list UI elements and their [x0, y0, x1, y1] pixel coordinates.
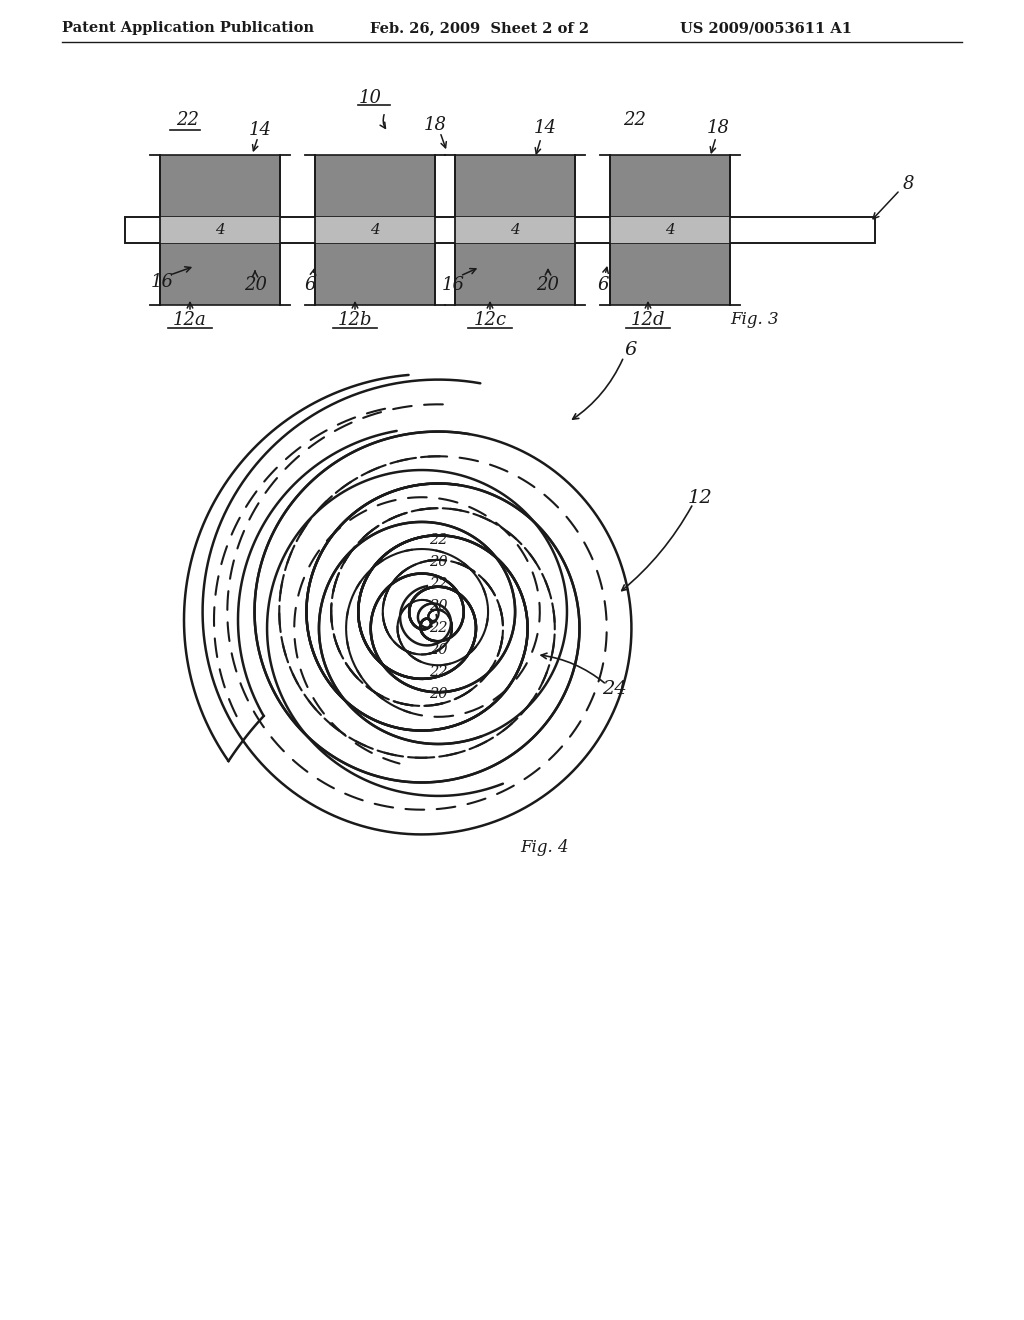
Text: 20: 20: [429, 599, 447, 612]
Text: 4: 4: [215, 223, 225, 238]
Text: 20: 20: [429, 554, 447, 569]
Text: 22: 22: [429, 620, 447, 635]
Text: Patent Application Publication: Patent Application Publication: [62, 21, 314, 36]
Text: Feb. 26, 2009  Sheet 2 of 2: Feb. 26, 2009 Sheet 2 of 2: [370, 21, 589, 36]
Bar: [160, 154, 280, 216]
Text: 22: 22: [429, 533, 447, 546]
Text: 4: 4: [370, 223, 380, 238]
Text: 18: 18: [707, 119, 729, 137]
Text: 14: 14: [534, 119, 556, 137]
Text: 22: 22: [429, 665, 447, 678]
Text: 12b: 12b: [338, 312, 373, 329]
Bar: [315, 243, 435, 305]
Text: 22: 22: [176, 111, 200, 129]
Bar: [610, 154, 730, 216]
Text: Fig. 3: Fig. 3: [730, 312, 778, 329]
Text: 22: 22: [624, 111, 646, 129]
Text: 8: 8: [902, 176, 913, 193]
Text: 6: 6: [625, 341, 637, 359]
Text: 18: 18: [424, 116, 446, 135]
Text: 20: 20: [429, 643, 447, 657]
Text: 16: 16: [441, 276, 465, 294]
Bar: [315, 154, 435, 216]
Bar: [315, 216, 435, 243]
Text: 14: 14: [249, 121, 271, 139]
Bar: [160, 243, 280, 305]
Text: 12: 12: [688, 488, 713, 507]
Text: 12c: 12c: [473, 312, 507, 329]
Text: 4: 4: [510, 223, 520, 238]
Text: 6: 6: [597, 276, 608, 294]
Bar: [455, 216, 575, 243]
Text: 4: 4: [666, 223, 675, 238]
Text: 16: 16: [151, 273, 173, 290]
Text: 20: 20: [537, 276, 559, 294]
Bar: [160, 216, 280, 243]
Bar: [125, 216, 874, 243]
Text: 12a: 12a: [173, 312, 207, 329]
Bar: [455, 243, 575, 305]
Text: US 2009/0053611 A1: US 2009/0053611 A1: [680, 21, 852, 36]
Text: Fig. 4: Fig. 4: [520, 840, 568, 857]
Text: 20: 20: [245, 276, 267, 294]
Text: 6: 6: [304, 276, 315, 294]
Text: 22: 22: [429, 577, 447, 591]
Bar: [610, 216, 730, 243]
Text: 12d: 12d: [631, 312, 666, 329]
Bar: [610, 243, 730, 305]
Bar: [455, 154, 575, 216]
Text: 20: 20: [429, 686, 447, 701]
Text: 24: 24: [602, 680, 627, 697]
Text: 10: 10: [358, 88, 382, 107]
